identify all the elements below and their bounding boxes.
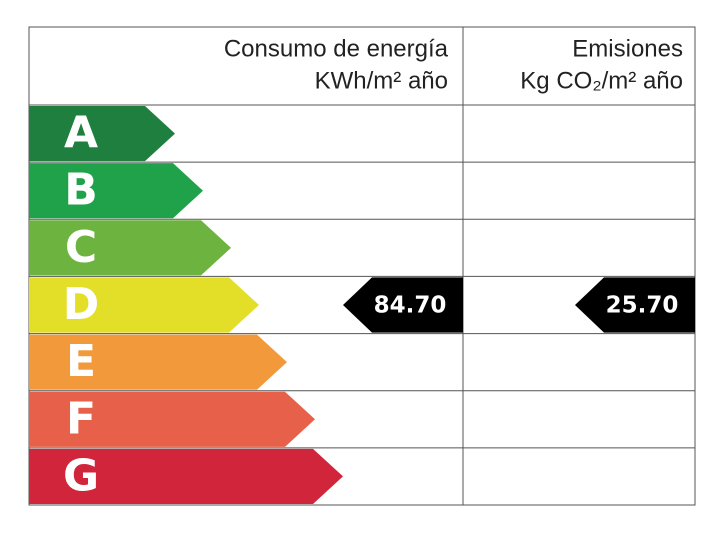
indicator-arrow <box>575 277 695 333</box>
indicator-value: 84.70 <box>374 293 447 319</box>
rating-letter: B <box>64 165 98 216</box>
rating-arrow <box>29 277 259 333</box>
indicator-value: 25.70 <box>606 293 679 319</box>
rating-letter: D <box>63 279 100 330</box>
emissions-title: Emisiones <box>572 35 683 62</box>
rating-letter: E <box>66 336 96 387</box>
rating-arrow <box>29 220 231 276</box>
rating-letter: C <box>65 222 97 273</box>
consumption-unit: KWh/m² año <box>315 67 448 94</box>
rating-letter: A <box>64 108 98 159</box>
rating-arrow <box>29 448 343 504</box>
rating-arrow <box>29 163 203 219</box>
rating-letter: G <box>63 450 99 501</box>
rating-arrow <box>29 106 175 162</box>
rating-arrow <box>29 334 287 390</box>
rating-arrow <box>29 391 315 447</box>
emissions-unit: Kg CO₂/m² año <box>520 67 683 94</box>
rating-letter: F <box>66 393 96 444</box>
indicator-arrow <box>343 277 463 333</box>
consumption-title: Consumo de energía <box>224 35 449 62</box>
